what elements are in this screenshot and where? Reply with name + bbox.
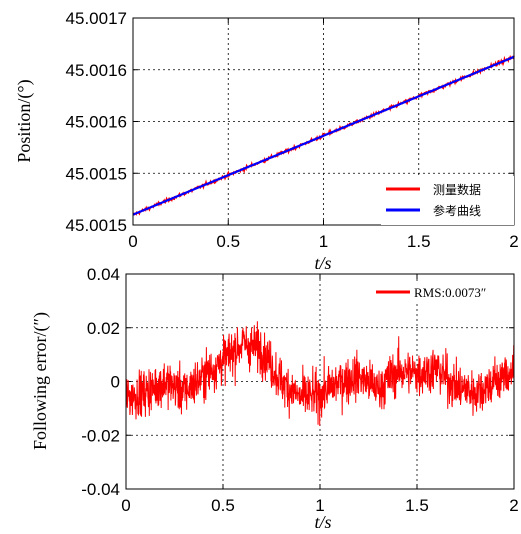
error-x-ticks: 0 0.5 1 1.5 2 <box>121 496 518 515</box>
error-y-ticks: 0.04 0.02 0 -0.02 -0.04 <box>81 265 120 499</box>
error-y-axis-label: Following error/(″) <box>30 312 51 450</box>
position-y-ticks: 45.0015 45.0015 45.0016 45.0016 45.0017 <box>66 9 127 235</box>
position-y-axis-label: Position/(°) <box>14 79 35 162</box>
error-x-tick-label: 2 <box>509 496 518 515</box>
error-x-tick-label: 0.5 <box>211 496 235 515</box>
error-x-tick-label: 1.5 <box>405 496 429 515</box>
position-y-tick-label: 45.0015 <box>66 216 127 235</box>
error-y-tick-label: 0.02 <box>87 319 120 338</box>
following-error-chart: 0.04 0.02 0 -0.02 -0.04 0 0.5 1 1.5 2 Following … <box>30 265 519 532</box>
position-x-tick-label: 0 <box>128 232 137 251</box>
error-legend: RMS:0.0073″ <box>372 282 512 302</box>
position-axes-frame <box>132 17 515 226</box>
position-x-tick-label: 2 <box>509 232 518 251</box>
position-x-tick-label: 1.5 <box>407 232 431 251</box>
position-y-tick-label: 45.0016 <box>66 61 127 80</box>
position-plot-area <box>132 54 515 216</box>
error-y-tick-label: 0.04 <box>87 265 120 284</box>
error-x-tick-label: 1 <box>315 496 324 515</box>
position-x-tick-label: 1 <box>319 232 328 251</box>
position-y-tick-label: 45.0017 <box>66 9 127 28</box>
position-y-tick-label: 45.0016 <box>66 113 127 132</box>
position-x-tick-label: 0.5 <box>216 232 240 251</box>
error-plot-area <box>125 321 515 426</box>
error-y-tick-label: -0.04 <box>81 480 120 499</box>
series-reference-line <box>132 55 515 216</box>
error-axes-frame <box>125 273 515 490</box>
legend-label-reference: 参考曲线 <box>433 203 481 218</box>
position-legend: 测量数据 参考曲线 <box>381 176 514 225</box>
legend-label-rms: RMS:0.0073″ <box>414 285 486 300</box>
position-x-ticks: 0 0.5 1 1.5 2 <box>128 232 518 251</box>
legend-label-measured: 测量数据 <box>433 182 481 197</box>
series-following-error-line <box>125 321 515 426</box>
position-x-axis-label: t/s <box>314 253 331 273</box>
error-y-tick-label: 0 <box>111 373 120 392</box>
position-y-tick-label: 45.0015 <box>66 164 127 183</box>
error-x-tick-label: 0 <box>121 496 130 515</box>
error-x-axis-label: t/s <box>314 512 331 532</box>
error-y-tick-label: -0.02 <box>81 426 120 445</box>
